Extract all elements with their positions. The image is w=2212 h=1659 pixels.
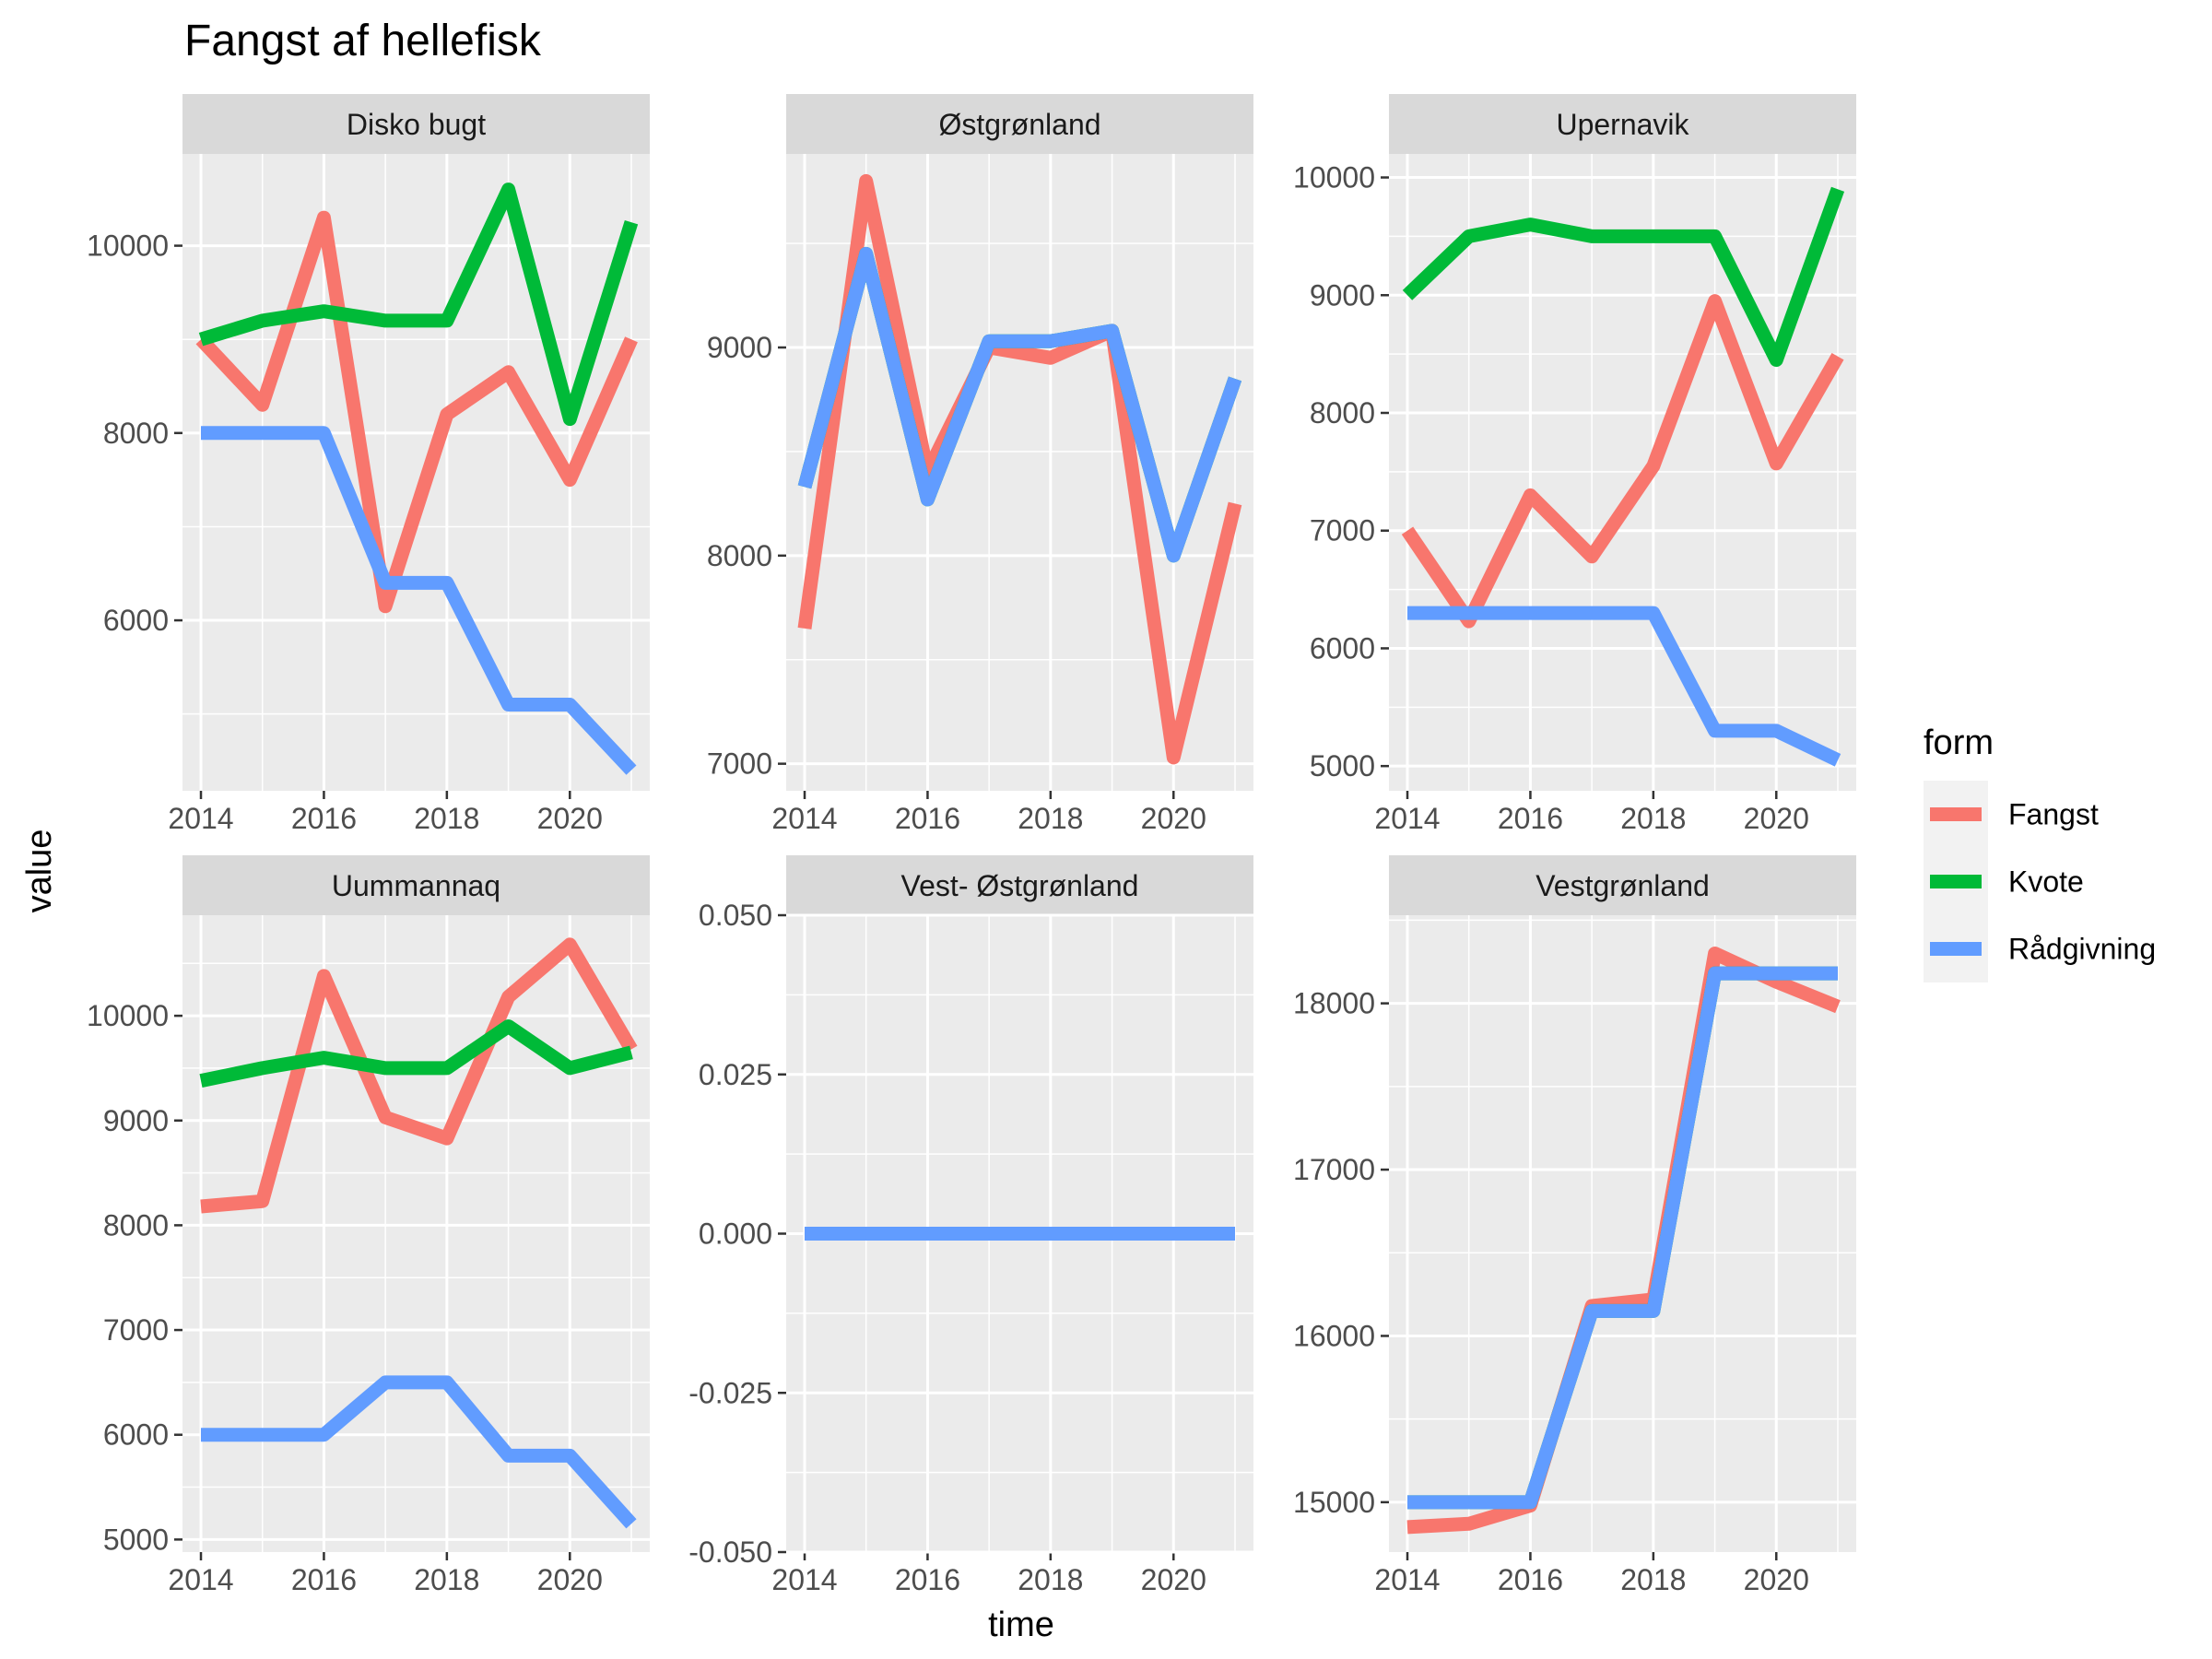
series-line-kvote (199, 1019, 633, 1088)
x-tick-label: 2014 (771, 802, 837, 835)
panel-disko-bugt: Disko bugt 2014 2016 2018 2020 6000 8000 10000 (87, 94, 650, 835)
x-tick-label: 2014 (771, 1563, 837, 1596)
x-tick-label: 2020 (1141, 1563, 1206, 1596)
y-tick-label: 0.025 (699, 1058, 772, 1091)
panel-vest-ostgronland: Vest- Østgrønland 2014 2016 2018 2020 -0.050 -… (688, 855, 1253, 1596)
y-tick-label: 15000 (1293, 1486, 1375, 1519)
x-tick-label: 2020 (537, 802, 603, 835)
panel-ostgronland: Østgrønland 2014 2016 2018 2020 7000 8000 9000 (707, 94, 1253, 835)
panel-upernavik: Upernavik 2014 2016 2018 2020 5000 6000 7000 800… (1293, 94, 1856, 835)
facet-panels: Disko bugt 2014 2016 2018 2020 6000 8000 10000 Ø… (87, 94, 1856, 1596)
legend-label: Kvote (2008, 865, 2084, 899)
x-axis-title: time (988, 1606, 1054, 1644)
y-tick-label: 7000 (103, 1313, 169, 1347)
x-tick-label: 2014 (1374, 1563, 1440, 1596)
x-tick-label: 2018 (414, 802, 479, 835)
y-tick-label: 8000 (1310, 396, 1375, 429)
y-tick-label: 18000 (1293, 987, 1375, 1020)
chart-title: Fangst af hellefisk (184, 17, 542, 65)
series-line-radgivning (797, 246, 1242, 563)
y-tick-label: 16000 (1293, 1319, 1375, 1352)
series-line-radgivning (201, 426, 637, 775)
y-tick-label: 9000 (707, 331, 772, 364)
panel-strip (1389, 855, 1856, 915)
panel-vestgronland: Vestgrønland 2014 2016 2018 2020 15000 16000 17… (1293, 855, 1856, 1596)
y-tick-label: 17000 (1293, 1153, 1375, 1186)
y-tick-label: 10000 (87, 229, 169, 263)
y-tick-label: 8000 (103, 417, 169, 450)
legend-label: Fangst (2008, 798, 2099, 831)
y-tick-label: -0.025 (688, 1376, 772, 1409)
panel-title-vestgronland: Vestgrønland (1535, 869, 1710, 902)
x-tick-label: 2020 (1141, 802, 1206, 835)
panel-title-vest-ostgronland: Vest- Østgrønland (901, 869, 1139, 902)
y-tick-label: 5000 (103, 1523, 169, 1556)
panel-title-ostgronland: Østgrønland (938, 108, 1100, 141)
legend-title: form (1924, 724, 1994, 762)
x-tick-label: 2016 (1498, 1563, 1563, 1596)
x-tick-label: 2018 (1018, 1563, 1083, 1596)
series-line-kvote (1402, 186, 1845, 367)
legend-item-fangst: Fangst (1924, 781, 2099, 848)
x-tick-label: 2018 (1620, 802, 1686, 835)
y-tick-label: 0.000 (699, 1218, 772, 1251)
y-tick-label: 9000 (103, 1104, 169, 1137)
y-tick-label: 6000 (1310, 631, 1375, 665)
panel-strip (786, 94, 1253, 154)
series-line-radgivning (1407, 606, 1841, 767)
panel-background (1389, 915, 1856, 1552)
y-tick-label: 9000 (1310, 278, 1375, 312)
x-tick-label: 2016 (291, 1563, 357, 1596)
y-tick-label: 7000 (707, 747, 772, 781)
panel-title-disko-bugt: Disko bugt (347, 108, 486, 141)
y-tick-label: 0.050 (699, 899, 772, 932)
panel-uummannaq: Uummannaq 2014 2016 2018 2020 5000 6000 7000 800… (87, 855, 650, 1596)
y-tick-label: 6000 (103, 1418, 169, 1452)
panel-title-uummannaq: Uummannaq (332, 869, 500, 902)
x-tick-label: 2014 (168, 802, 233, 835)
y-tick-label: -0.050 (688, 1535, 772, 1569)
y-tick-label: 8000 (707, 539, 772, 572)
y-tick-label: 10000 (87, 999, 169, 1032)
x-tick-label: 2014 (1374, 802, 1440, 835)
panel-strip (182, 94, 650, 154)
legend-item-radgivning: Rådgivning (1924, 915, 2156, 982)
legend: form Fangst Kvote Rådgivning (1924, 724, 2156, 982)
series-line-fangst (797, 173, 1242, 765)
series-line-fangst (1401, 294, 1844, 629)
panel-strip (1389, 94, 1856, 154)
legend-item-kvote: Kvote (1924, 848, 2084, 915)
x-tick-label: 2020 (1744, 802, 1809, 835)
x-tick-label: 2016 (895, 1563, 960, 1596)
x-tick-label: 2020 (537, 1563, 603, 1596)
panel-background (182, 915, 650, 1552)
y-tick-label: 10000 (1293, 161, 1375, 194)
y-tick-label: 7000 (1310, 514, 1375, 547)
series-line-fangst (200, 937, 638, 1214)
panel-title-upernavik: Upernavik (1556, 108, 1689, 141)
y-tick-label: 8000 (103, 1208, 169, 1241)
series-line-radgivning (1407, 966, 1838, 1510)
legend-label: Rådgivning (2008, 933, 2156, 966)
y-tick-label: 6000 (103, 604, 169, 637)
x-tick-label: 2018 (414, 1563, 479, 1596)
x-tick-label: 2016 (1498, 802, 1563, 835)
x-tick-label: 2018 (1620, 1563, 1686, 1596)
x-tick-label: 2018 (1018, 802, 1083, 835)
series-line-kvote (198, 182, 639, 427)
panel-strip (786, 855, 1253, 915)
x-tick-label: 2016 (291, 802, 357, 835)
panel-strip (182, 855, 650, 915)
series-line-fangst (195, 210, 638, 614)
y-tick-label: 5000 (1310, 749, 1375, 782)
x-tick-label: 2020 (1744, 1563, 1809, 1596)
series-line-radgivning (201, 1375, 637, 1529)
x-tick-label: 2014 (168, 1563, 233, 1596)
x-tick-label: 2016 (895, 802, 960, 835)
y-axis-title: value (20, 830, 59, 913)
